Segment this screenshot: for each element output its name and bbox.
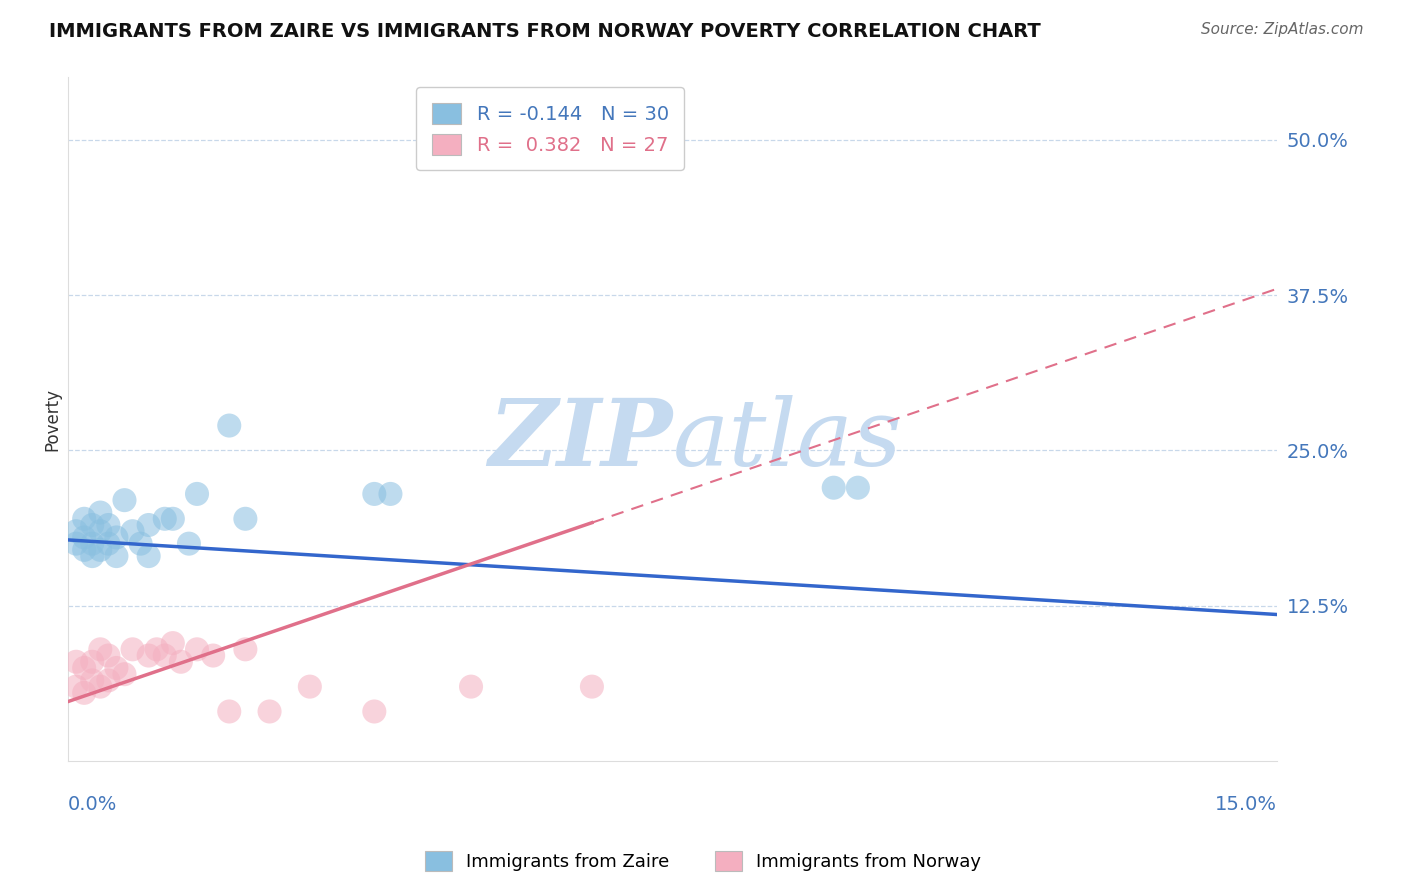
Point [162, 512, 184, 526]
Point [65, 655, 87, 669]
Point [121, 642, 143, 657]
Point [298, 680, 321, 694]
Point [460, 680, 482, 694]
Point [89, 642, 111, 657]
Point [129, 536, 152, 550]
Point [177, 536, 200, 550]
Text: 15.0%: 15.0% [1215, 796, 1277, 814]
Point [97, 648, 120, 663]
Point [218, 705, 240, 719]
Point [82, 518, 104, 533]
Point [846, 481, 869, 495]
Point [145, 642, 167, 657]
Text: Source: ZipAtlas.com: Source: ZipAtlas.com [1201, 22, 1364, 37]
Point [73, 542, 96, 557]
Point [121, 524, 143, 539]
Point [259, 705, 281, 719]
Point [65, 536, 87, 550]
Point [97, 673, 120, 688]
Point [73, 686, 96, 700]
Point [65, 680, 87, 694]
Point [202, 648, 225, 663]
Point [823, 481, 845, 495]
Point [105, 661, 128, 675]
Text: 0.0%: 0.0% [67, 796, 118, 814]
Point [73, 531, 96, 545]
Point [138, 518, 160, 533]
Point [186, 487, 208, 501]
Point [105, 549, 128, 563]
Point [170, 655, 193, 669]
Point [153, 512, 176, 526]
Point [73, 661, 96, 675]
Point [82, 549, 104, 563]
Point [380, 487, 402, 501]
Point [138, 648, 160, 663]
Text: IMMIGRANTS FROM ZAIRE VS IMMIGRANTS FROM NORWAY POVERTY CORRELATION CHART: IMMIGRANTS FROM ZAIRE VS IMMIGRANTS FROM… [49, 22, 1040, 41]
Point [363, 705, 385, 719]
Text: ZIP: ZIP [488, 395, 672, 485]
Point [82, 673, 104, 688]
Point [105, 531, 128, 545]
Point [581, 680, 603, 694]
Point [65, 524, 87, 539]
Point [153, 648, 176, 663]
Point [162, 636, 184, 650]
Point [186, 642, 208, 657]
Text: atlas: atlas [672, 395, 903, 485]
Point [89, 506, 111, 520]
Point [218, 418, 240, 433]
Point [89, 542, 111, 557]
Point [89, 680, 111, 694]
Point [138, 549, 160, 563]
Point [82, 655, 104, 669]
Point [114, 493, 136, 508]
Point [235, 642, 257, 657]
Y-axis label: Poverty: Poverty [44, 388, 60, 450]
Point [97, 536, 120, 550]
Point [73, 512, 96, 526]
Legend: R = -0.144   N = 30, R =  0.382   N = 27: R = -0.144 N = 30, R = 0.382 N = 27 [416, 87, 685, 170]
Point [114, 667, 136, 681]
Point [82, 536, 104, 550]
Point [97, 518, 120, 533]
Point [235, 512, 257, 526]
Legend: Immigrants from Zaire, Immigrants from Norway: Immigrants from Zaire, Immigrants from N… [418, 844, 988, 879]
Point [363, 487, 385, 501]
Point [89, 524, 111, 539]
